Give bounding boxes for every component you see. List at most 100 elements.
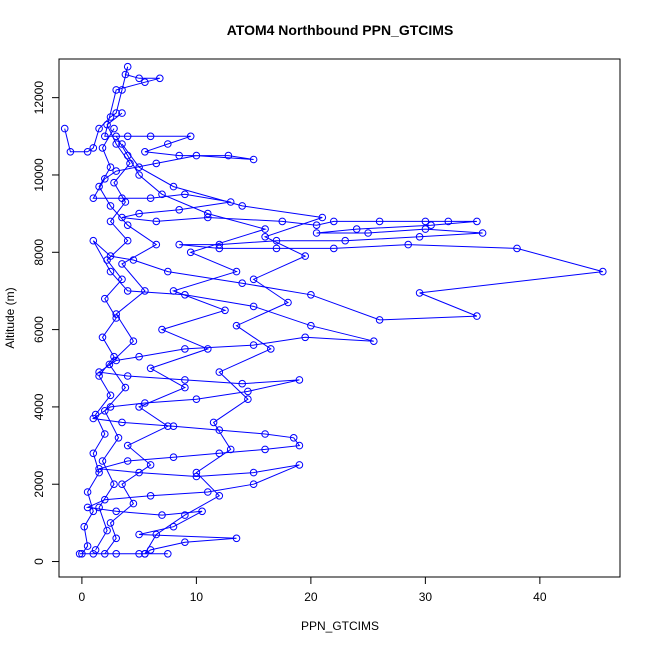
x-axis-label: PPN_GTCIMS — [301, 619, 379, 633]
data-point — [198, 507, 206, 516]
data-point — [101, 294, 109, 303]
data-point — [106, 403, 115, 411]
data-point — [261, 225, 269, 233]
data-point — [118, 418, 126, 427]
data-point — [91, 546, 100, 554]
data-point — [158, 511, 166, 519]
data-point — [267, 345, 275, 353]
data-point — [135, 163, 143, 171]
data-point — [478, 229, 487, 237]
plot-frame — [58, 58, 621, 578]
data-point — [175, 206, 183, 214]
data-point — [312, 229, 321, 237]
data-point — [112, 507, 120, 516]
data-point — [101, 495, 109, 504]
data-point — [78, 550, 86, 558]
data-point — [421, 225, 430, 233]
data-point — [249, 341, 258, 349]
data-point — [135, 352, 143, 361]
y-tick-label: 2000 — [32, 471, 46, 498]
y-axis-label: Altitude (m) — [3, 287, 17, 348]
data-point — [95, 182, 103, 191]
series-line — [81, 112, 131, 555]
data-point — [513, 244, 521, 253]
data-point — [101, 550, 109, 558]
data-point — [141, 287, 149, 295]
data-point — [404, 240, 413, 249]
data-point — [106, 267, 115, 276]
data-point — [101, 430, 109, 438]
data-point — [289, 434, 298, 442]
data-point — [95, 124, 103, 133]
y-tick-label: 6000 — [32, 316, 46, 343]
data-point — [123, 457, 132, 465]
data-point — [175, 151, 183, 160]
data-point — [123, 372, 132, 380]
y-tick-label: 0 — [32, 558, 46, 565]
data-point — [164, 140, 172, 148]
data-point — [249, 302, 258, 311]
data-point — [89, 236, 98, 245]
data-point — [158, 190, 166, 199]
data-point — [427, 221, 435, 229]
data-point — [232, 267, 241, 276]
data-point — [244, 395, 252, 404]
data-point — [169, 453, 178, 462]
data-point — [473, 312, 481, 320]
data-point — [164, 550, 172, 558]
data-point — [118, 260, 126, 268]
data-point — [307, 321, 315, 330]
data-point — [421, 217, 430, 226]
data-point — [181, 383, 189, 392]
x-tick-label: 20 — [304, 590, 318, 604]
data-point — [106, 163, 115, 171]
data-point — [135, 209, 143, 218]
y-tick-label: 4000 — [32, 393, 46, 420]
data-point — [232, 534, 241, 543]
data-point — [152, 159, 161, 168]
data-point — [118, 86, 126, 94]
data-point — [141, 550, 149, 558]
data-point — [249, 275, 258, 284]
data-point — [101, 132, 109, 141]
data-point — [118, 213, 126, 222]
data-point — [204, 488, 212, 496]
data-point — [215, 426, 224, 434]
data-point — [186, 132, 195, 141]
data-point — [295, 441, 304, 450]
data-point — [444, 217, 453, 226]
data-point — [89, 414, 98, 423]
data-point — [156, 74, 164, 83]
data-point — [129, 256, 138, 264]
data-point — [75, 550, 84, 558]
data-point — [123, 62, 132, 71]
data-point — [164, 267, 172, 276]
data-point — [169, 287, 178, 295]
data-point — [91, 410, 100, 419]
data-point — [83, 542, 92, 550]
data-point — [80, 522, 88, 531]
data-point — [141, 148, 149, 156]
data-point — [129, 499, 138, 508]
data-point — [118, 480, 126, 489]
data-point — [106, 202, 115, 210]
data-point — [249, 155, 258, 164]
data-point — [83, 503, 92, 512]
data-point — [141, 78, 149, 86]
data-point — [135, 550, 143, 558]
data-point — [261, 233, 269, 241]
data-point — [135, 171, 143, 179]
data-point — [375, 217, 384, 226]
data-point — [146, 194, 155, 202]
data-point — [112, 140, 120, 148]
chart-title: ATOM4 Northbound PPN_GTCIMS — [227, 22, 454, 38]
data-point — [112, 167, 120, 175]
data-point — [135, 468, 143, 477]
data-point — [152, 240, 161, 249]
data-point — [152, 530, 161, 539]
data-point — [118, 109, 126, 117]
data-point — [146, 492, 155, 500]
data-point — [175, 240, 183, 249]
data-point — [112, 132, 120, 141]
